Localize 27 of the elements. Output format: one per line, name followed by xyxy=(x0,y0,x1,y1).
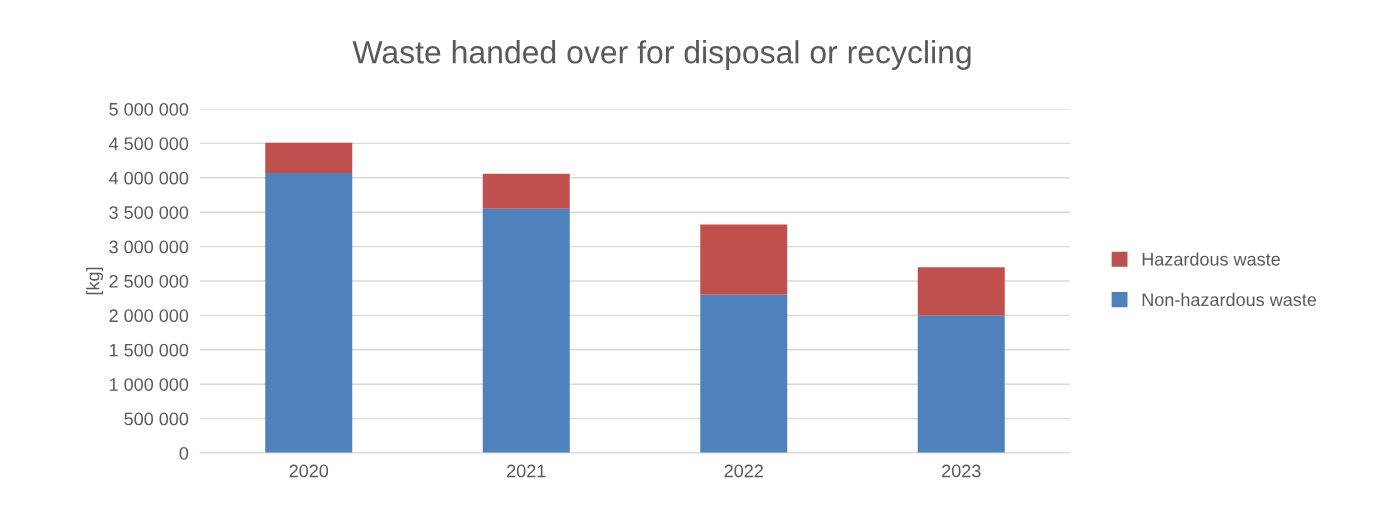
bar xyxy=(917,267,1005,316)
y-tick-label: 3 000 000 xyxy=(109,240,189,254)
y-tick-label: 5 000 000 xyxy=(109,102,189,116)
y-tick-label: 3 500 000 xyxy=(109,206,189,219)
bar xyxy=(482,173,570,209)
y-tick-label: 2 500 000 xyxy=(109,274,189,288)
legend-label: Hazardous waste xyxy=(1142,252,1280,266)
y-tick-label: 1 000 000 xyxy=(109,378,189,391)
y-tick-label: 500 000 xyxy=(124,412,189,426)
bar xyxy=(917,315,1005,453)
x-tick-label: 2023 xyxy=(942,464,981,478)
x-tick-label: 2021 xyxy=(507,464,546,478)
y-tick-label: 2 000 000 xyxy=(109,309,189,323)
y-tick-label: 4 500 000 xyxy=(108,137,189,151)
bar xyxy=(265,172,353,453)
y-tick-label: 4 000 000 xyxy=(108,171,189,185)
y-tick-label: 1 500 000 xyxy=(109,343,189,357)
bar xyxy=(482,208,570,453)
x-tick-label: 2022 xyxy=(724,464,763,478)
x-tick-label: 2020 xyxy=(289,464,329,478)
bar xyxy=(700,294,788,453)
bar xyxy=(700,224,788,295)
y-tick-label: 0 xyxy=(179,446,189,460)
bar xyxy=(265,142,353,173)
legend-label: Non-hazardous waste xyxy=(1142,292,1317,307)
y-axis-title: [kg] xyxy=(86,267,104,295)
chart-title: Waste handed over for disposal or recycling xyxy=(352,40,971,70)
